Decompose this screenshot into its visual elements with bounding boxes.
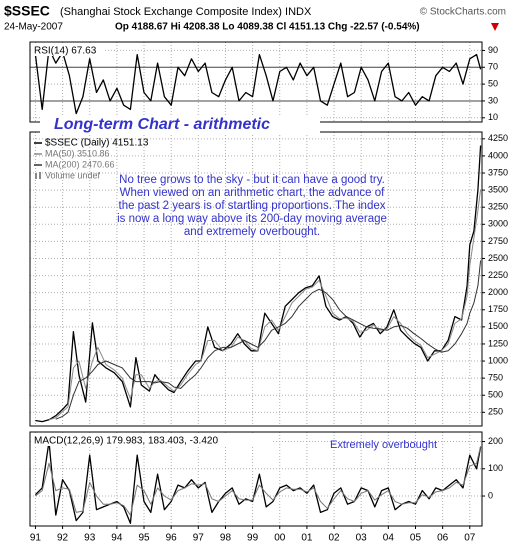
x-tick-label: 06 xyxy=(437,533,449,544)
x-tick-label: 95 xyxy=(138,533,150,544)
y-tick-label: 3000 xyxy=(488,219,508,229)
x-tick-label: 00 xyxy=(274,533,286,544)
x-tick-label: 05 xyxy=(410,533,422,544)
legend-icon xyxy=(35,173,37,179)
x-tick-label: 04 xyxy=(383,533,395,544)
legend-icon xyxy=(39,172,41,179)
y-tick-label: 10 xyxy=(488,112,498,122)
panel-title: RSI(14) 67.63 xyxy=(34,46,97,57)
x-tick-label: 93 xyxy=(84,533,96,544)
x-tick-label: 98 xyxy=(220,533,232,544)
annotation: the past 2 years is of startling proport… xyxy=(119,200,386,212)
title-bg xyxy=(40,115,320,135)
plot-area xyxy=(34,440,482,524)
y-tick-label: 1750 xyxy=(488,304,508,314)
x-tick-label: 02 xyxy=(328,533,340,544)
source: © StockCharts.com xyxy=(420,7,506,18)
y-tick-label: 3500 xyxy=(488,184,508,194)
y-tick-label: 1500 xyxy=(488,321,508,331)
label-bg xyxy=(32,45,104,56)
y-tick-label: 500 xyxy=(488,390,503,400)
panel xyxy=(29,131,483,427)
y-tick-label: 30 xyxy=(488,95,498,105)
y-tick-label: 50 xyxy=(488,78,498,88)
y-tick-label: 3250 xyxy=(488,202,508,212)
x-tick-label: 07 xyxy=(464,533,476,544)
y-tick-label: 1250 xyxy=(488,338,508,348)
y-tick-label: 3750 xyxy=(488,167,508,177)
y-tick-label: 1000 xyxy=(488,355,508,365)
y-tick-label: 70 xyxy=(488,62,498,72)
y-tick-label: 100 xyxy=(488,463,503,473)
index-name: (Shanghai Stock Exchange Composite Index… xyxy=(60,6,312,18)
chart-title: Long-term Chart - arithmetic xyxy=(54,116,270,133)
quote: Op 4188.67 Hi 4208.38 Lo 4089.38 Cl 4151… xyxy=(115,22,420,33)
x-tick-label: 97 xyxy=(193,533,205,544)
panel xyxy=(29,41,483,123)
plot-area xyxy=(35,145,482,423)
legend-label: Volume undef xyxy=(45,170,101,180)
y-tick-label: 200 xyxy=(488,436,503,446)
annotation: and extremely overbought. xyxy=(184,226,320,238)
y-tick-label: 2750 xyxy=(488,236,508,246)
x-tick-label: 96 xyxy=(166,533,178,544)
y-tick-label: 2500 xyxy=(488,253,508,263)
down-arrow xyxy=(491,23,499,31)
y-tick-label: 250 xyxy=(488,407,503,417)
label-bg xyxy=(32,435,272,446)
y-tick-label: 2000 xyxy=(488,287,508,297)
x-tick-label: 94 xyxy=(111,533,123,544)
series-line xyxy=(48,189,482,421)
panel-border xyxy=(29,431,483,527)
y-tick-label: 750 xyxy=(488,373,503,383)
plot-area xyxy=(34,48,482,115)
series-line xyxy=(35,445,482,516)
y-tick-label: 2250 xyxy=(488,270,508,280)
legend-label: MA(50) 3510.86 xyxy=(45,148,110,158)
annotation: No tree grows to the sky - but it can ha… xyxy=(119,174,385,186)
y-tick-label: 4000 xyxy=(488,150,508,160)
series-line xyxy=(34,48,482,115)
date: 24-May-2007 xyxy=(4,22,63,33)
legend-label: $SSEC (Daily) 4151.13 xyxy=(45,138,149,149)
series-line xyxy=(35,145,482,423)
x-tick-label: 03 xyxy=(356,533,368,544)
y-tick-label: 0 xyxy=(488,490,493,500)
legend-label: MA(200) 2470.66 xyxy=(45,159,115,169)
symbol: $SSEC xyxy=(4,3,50,19)
x-tick-label: 99 xyxy=(247,533,259,544)
panel-title: MACD(12,26,9) 179.983, 183.403, -3.420 xyxy=(34,436,218,447)
x-tick-label: 91 xyxy=(30,533,42,544)
annotation: When viewed on an arithmetic chart, the … xyxy=(120,187,385,199)
y-tick-label: 4250 xyxy=(488,133,508,143)
annotation: Extremely overbought xyxy=(330,439,437,451)
series-line xyxy=(55,260,482,420)
x-tick-label: 01 xyxy=(301,533,313,544)
x-tick-label: 92 xyxy=(57,533,69,544)
annotation: is now a long way above its 200-day movi… xyxy=(117,213,387,225)
y-tick-label: 90 xyxy=(488,45,498,55)
